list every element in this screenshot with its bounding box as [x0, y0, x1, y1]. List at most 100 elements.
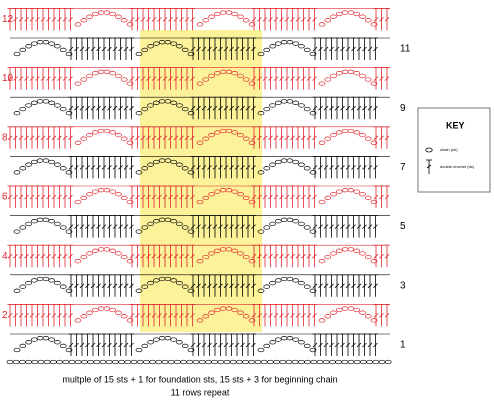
chain-stitch [231, 130, 239, 135]
chain-stitch [248, 199, 256, 205]
dc-slash [68, 342, 74, 348]
dc-slash [229, 224, 234, 229]
dc-stitch [107, 274, 112, 297]
dc-stitch [373, 185, 379, 208]
dc-slash [351, 224, 356, 229]
dc-stitch [379, 126, 384, 149]
dc-slash [334, 342, 340, 348]
dc-stitch [262, 7, 268, 31]
dc-slash [157, 76, 162, 81]
dc-stitch [146, 244, 151, 268]
dc-slash [240, 224, 245, 229]
dc-stitch [290, 126, 295, 149]
chain-stitch [219, 10, 227, 15]
chain-stitch [158, 336, 166, 341]
dc-stitch [112, 333, 118, 356]
dc-slash [273, 76, 279, 81]
chain-stitch [257, 288, 265, 293]
dc-slash [240, 165, 245, 170]
dc-slash [62, 194, 68, 200]
dc-stitch [373, 303, 379, 327]
dc-slash [173, 194, 179, 200]
dc-slash [151, 194, 157, 200]
dc-stitch [373, 274, 378, 297]
dc-stitch [329, 333, 334, 356]
key-item: double crochet (dc) [440, 164, 475, 169]
chain-stitch [324, 314, 332, 319]
chain-stitch [13, 229, 21, 234]
dc-stitch [90, 37, 96, 60]
chain-stitch [196, 22, 204, 27]
chain-stitch [164, 276, 172, 282]
chain-stitch [370, 140, 378, 145]
chain-stitch [273, 359, 280, 365]
dc-slash [234, 342, 240, 348]
chain-stitch [335, 307, 343, 313]
dc-slash [135, 135, 140, 141]
dc-stitch [329, 215, 334, 238]
key-chain-icon [425, 147, 433, 153]
dc-slash [218, 105, 223, 111]
chain-stitch [263, 343, 271, 349]
dc-stitch [79, 155, 85, 179]
chain-stitch [192, 359, 200, 365]
dc-slash [279, 253, 284, 259]
dc-slash [173, 17, 179, 22]
chain-stitch [30, 219, 38, 224]
chain-stitch [91, 11, 99, 17]
dc-slash [46, 76, 51, 81]
dc-stitch [162, 126, 168, 149]
dc-slash [96, 105, 101, 111]
dc-stitch [135, 303, 140, 327]
dc-slash [284, 253, 290, 259]
row-number: 11 [400, 44, 411, 55]
chain-stitch [335, 71, 343, 76]
dc-slash [40, 17, 46, 22]
dc-slash [367, 283, 373, 289]
dc-stitch [306, 126, 312, 149]
dc-slash [201, 283, 207, 289]
dc-stitch [68, 155, 74, 179]
dc-stitch [340, 155, 345, 179]
dc-slash [340, 342, 345, 348]
dc-stitch [290, 7, 295, 31]
dc-stitch [24, 303, 29, 327]
dc-slash [135, 253, 140, 259]
dc-slash [13, 313, 18, 318]
dc-slash [79, 46, 85, 52]
dc-stitch [306, 67, 312, 90]
chain-stitch [353, 359, 361, 365]
chain-stitch [360, 359, 367, 365]
chain-stitch [164, 217, 172, 222]
chain-stitch [292, 219, 300, 224]
dc-slash [223, 283, 229, 289]
dc-stitch [290, 67, 295, 90]
dc-slash [74, 105, 79, 111]
chain-stitch [54, 221, 61, 227]
chain-stitch [186, 359, 194, 365]
dc-stitch [218, 96, 223, 120]
dc-stitch [57, 126, 62, 149]
chain-stitch [242, 359, 249, 365]
dc-stitch [290, 185, 295, 208]
chain-stitch [155, 359, 163, 365]
dc-slash [306, 313, 312, 318]
dc-slash [273, 194, 279, 200]
dc-slash [323, 283, 329, 289]
chain-stitch [286, 99, 294, 104]
dc-slash [123, 342, 129, 348]
chain-stitch [180, 359, 187, 365]
dc-stitch [345, 274, 351, 297]
dc-stitch [301, 126, 306, 149]
dc-stitch [201, 333, 207, 356]
dc-slash [79, 224, 85, 229]
chain-stitch [187, 288, 195, 293]
dc-stitch [312, 7, 317, 31]
chain-stitch [86, 251, 93, 256]
dc-stitch [68, 126, 73, 149]
dc-stitch [107, 96, 112, 120]
dc-slash [118, 165, 123, 170]
dc-stitch [240, 274, 245, 297]
chain-stitch [223, 359, 231, 365]
chain-stitch [74, 140, 82, 145]
